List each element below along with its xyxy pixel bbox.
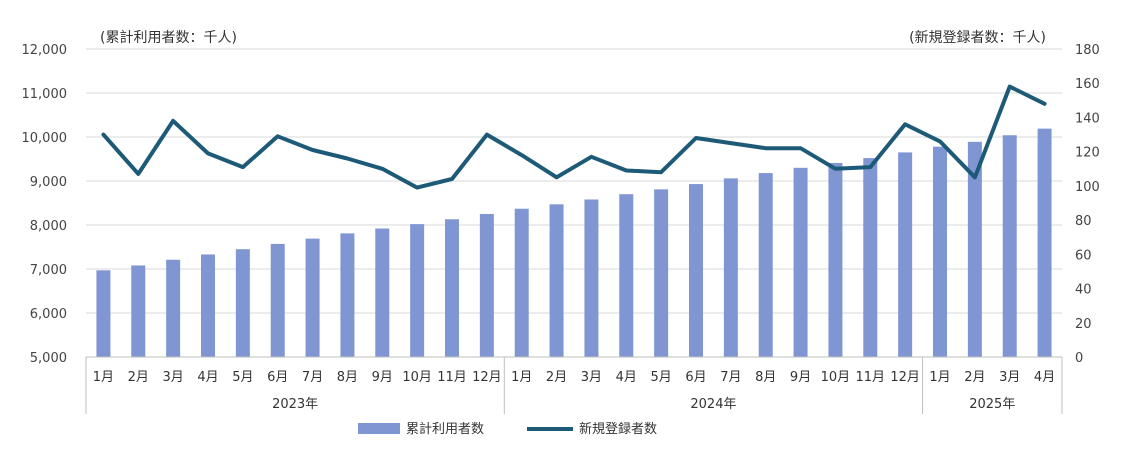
right-tick-label: 40 (1075, 283, 1092, 298)
bar (967, 141, 982, 357)
legend-bar-label: 累計利用者数 (406, 421, 484, 437)
left-tick-label: 5,000 (30, 351, 67, 366)
left-tick-label: 12,000 (22, 43, 68, 58)
bar (445, 219, 459, 357)
month-tick-label: 4月 (1034, 370, 1055, 385)
right-tick-label: 120 (1075, 146, 1100, 161)
right-tick-label: 140 (1075, 111, 1100, 126)
month-tick-label: 8月 (337, 370, 358, 385)
bar (514, 208, 529, 357)
month-tick-label: 12月 (890, 370, 920, 385)
month-tick-label: 2月 (128, 370, 149, 385)
right-tick-label: 0 (1075, 351, 1083, 366)
bar (375, 228, 390, 357)
month-tick-label: 11月 (437, 370, 467, 385)
series-line (101, 84, 1047, 190)
right-tick-label: 160 (1075, 77, 1100, 92)
bar (340, 233, 355, 357)
month-tick-label: 4月 (616, 370, 637, 385)
left-tick-label: 8,000 (30, 219, 67, 234)
left-axis-unit-label: (累計利用者数：千人) (100, 30, 237, 46)
left-tick-label: 6,000 (30, 307, 67, 322)
left-axis: 5,000 6,000 7,000 8,000 9,000 10,000 11,000 12,… (22, 43, 68, 366)
bar (410, 224, 425, 357)
bar (619, 194, 634, 357)
month-tick-label: 5月 (651, 370, 672, 385)
bar (828, 162, 843, 357)
month-tick-label: 1月 (93, 370, 114, 385)
bar (96, 270, 111, 357)
gridlines (86, 48, 1062, 358)
month-tick-label: 1月 (511, 370, 532, 385)
month-tick-label: 3月 (999, 370, 1020, 385)
bar (723, 178, 738, 357)
right-axis-unit-label: (新規登録者数：千人) (909, 30, 1046, 46)
right-tick-label: 80 (1075, 214, 1092, 229)
bar (654, 189, 669, 357)
year-label: 2025年 (969, 397, 1015, 412)
bar (758, 173, 773, 357)
x-axis: 1月 2月 3月 4月 5月 6月 7月 8月 9月 10月 11月 12月 1月 2月 3月 4月 5月 6月 7… (85, 356, 1063, 414)
bar (235, 249, 250, 357)
right-tick-label: 20 (1075, 317, 1092, 332)
month-tick-label: 3月 (163, 370, 184, 385)
month-tick-label: 10月 (402, 370, 432, 385)
year-label: 2024年 (690, 397, 736, 412)
bar (689, 184, 703, 357)
bar (305, 238, 320, 357)
bar (1037, 128, 1052, 357)
bar (793, 167, 808, 357)
line-series (101, 84, 1047, 190)
month-tick-label: 10月 (821, 370, 851, 385)
bar (584, 199, 599, 357)
month-tick-label: 2月 (546, 370, 567, 385)
bar (933, 146, 947, 357)
month-tick-label: 11月 (856, 370, 886, 385)
month-tick-label: 12月 (472, 370, 502, 385)
bar (549, 204, 564, 357)
legend-line-label: 新規登録者数 (579, 421, 657, 437)
left-tick-label: 7,000 (30, 263, 67, 278)
month-tick-label: 1月 (929, 370, 950, 385)
month-tick-label: 9月 (790, 370, 811, 385)
right-tick-label: 60 (1075, 248, 1092, 263)
bar (270, 243, 285, 357)
right-tick-label: 180 (1075, 43, 1100, 58)
month-tick-label: 8月 (755, 370, 776, 385)
year-label: 2023年 (272, 397, 318, 412)
left-tick-label: 9,000 (30, 175, 67, 190)
bar (898, 152, 913, 357)
bar-series (96, 128, 1052, 357)
month-tick-label: 7月 (302, 370, 323, 385)
month-tick-label: 9月 (372, 370, 393, 385)
bar (479, 214, 494, 357)
month-tick-label: 7月 (720, 370, 741, 385)
bar (166, 259, 181, 357)
bar (201, 254, 215, 357)
bar (131, 265, 146, 357)
month-tick-label: 5月 (232, 370, 253, 385)
right-axis: 0 20 40 60 80 100 120 140 160 180 (1075, 43, 1100, 366)
legend: 累計利用者数 新規登録者数 (358, 421, 657, 437)
bar (863, 158, 878, 357)
month-tick-label: 6月 (267, 370, 288, 385)
left-tick-label: 10,000 (22, 131, 68, 146)
month-tick-label: 3月 (581, 370, 602, 385)
right-tick-label: 100 (1075, 180, 1100, 195)
bar (1002, 135, 1017, 357)
month-tick-label: 6月 (685, 370, 706, 385)
month-tick-label: 2月 (964, 370, 985, 385)
left-tick-label: 11,000 (22, 87, 68, 102)
month-tick-label: 4月 (197, 370, 218, 385)
legend-bar-swatch (358, 423, 400, 434)
